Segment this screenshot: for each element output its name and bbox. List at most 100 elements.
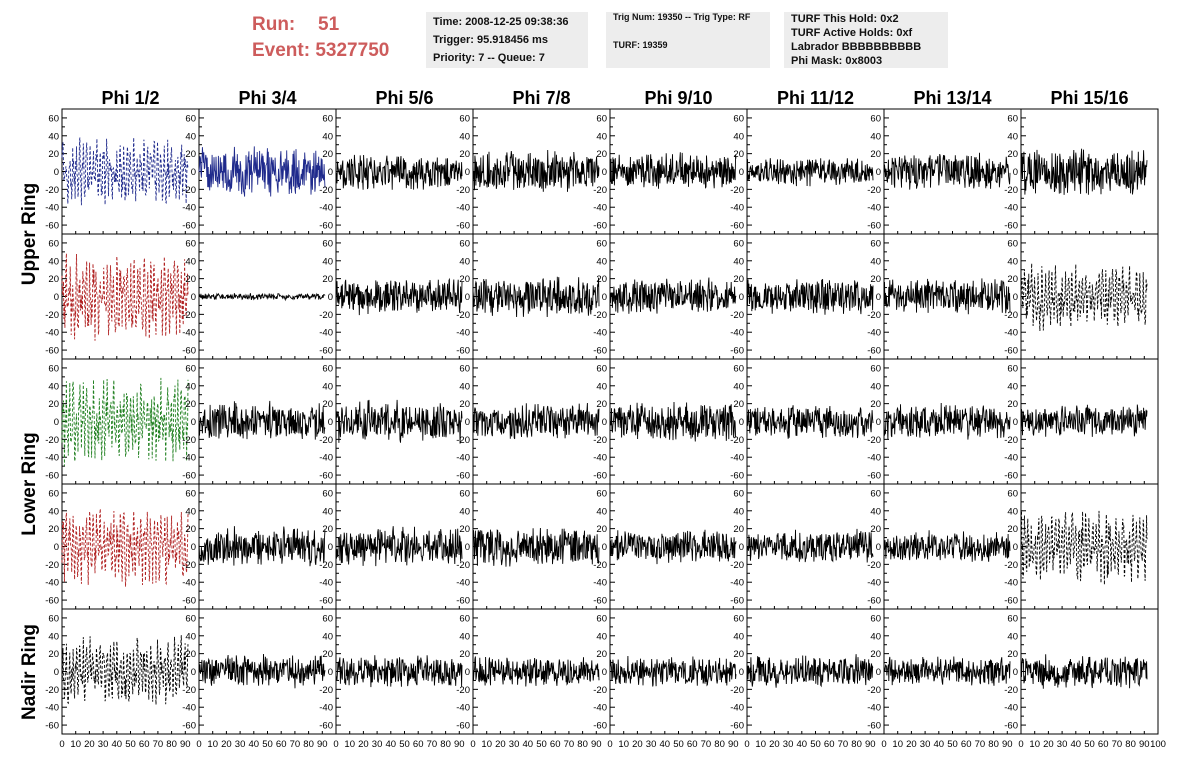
- x-tick-label: 90: [454, 739, 465, 750]
- y-tick-label: -60: [182, 346, 196, 357]
- x-tick-label: 60: [687, 739, 698, 750]
- x-tick-label: 40: [112, 739, 123, 750]
- x-tick-label: 10: [70, 739, 81, 750]
- y-tick-label: 20: [185, 649, 196, 660]
- y-tick-label: 60: [733, 488, 744, 499]
- y-tick-label: 0: [191, 292, 196, 303]
- y-tick-label: -20: [45, 310, 59, 321]
- y-tick-label: 20: [1007, 149, 1018, 160]
- y-tick-label: 0: [602, 542, 607, 553]
- y-tick-label: -40: [182, 703, 196, 714]
- panel-r0-c6: -60 -40 -20 0 20 40 60: [867, 108, 1022, 235]
- y-tick-label: 40: [48, 131, 59, 142]
- panel-r3-c3: -60 -40 -20 0 20 40 60: [456, 483, 611, 610]
- y-tick-label: 40: [322, 381, 333, 392]
- waveform-trace: [883, 530, 1011, 562]
- panel-r2-c3: -60 -40 -20 0 20 40 60: [456, 358, 611, 485]
- y-tick-label: -40: [593, 203, 607, 214]
- y-tick-label: 60: [459, 613, 470, 624]
- x-tick-label: 0: [744, 739, 749, 750]
- y-tick-label: -20: [1004, 435, 1018, 446]
- y-tick-label: 60: [48, 488, 59, 499]
- x-tick-label: 80: [714, 739, 725, 750]
- y-tick-label: -20: [45, 560, 59, 571]
- y-tick-label: -20: [45, 185, 59, 196]
- y-tick-label: 60: [322, 113, 333, 124]
- y-tick-label: -40: [730, 328, 744, 339]
- x-tick-label: 90: [865, 739, 876, 750]
- y-tick-label: 60: [870, 113, 881, 124]
- x-tick-label: 60: [824, 739, 835, 750]
- y-tick-label: 60: [1007, 613, 1018, 624]
- y-tick-label: -20: [593, 310, 607, 321]
- panel-r3-c0: -60 -40 -20 0 20 40 60: [45, 483, 200, 610]
- y-tick-label: 20: [185, 399, 196, 410]
- y-tick-label: 0: [876, 667, 881, 678]
- y-tick-label: 20: [596, 649, 607, 660]
- panel-r1-c4: -60 -40 -20 0 20 40 60: [593, 233, 748, 360]
- panel-r4-c2: -60 -40 -20 0 20 40 60: [319, 608, 474, 735]
- y-tick-label: -40: [1004, 203, 1018, 214]
- y-tick-label: 0: [191, 542, 196, 553]
- waveform-trace: [472, 402, 600, 440]
- y-tick-label: 20: [48, 149, 59, 160]
- y-tick-label: 40: [459, 256, 470, 267]
- y-tick-label: 20: [1007, 649, 1018, 660]
- y-tick-label: 60: [185, 238, 196, 249]
- y-tick-label: -40: [319, 453, 333, 464]
- x-tick-label: 80: [166, 739, 177, 750]
- y-tick-label: -40: [45, 703, 59, 714]
- y-tick-label: -40: [867, 328, 881, 339]
- priority-queue-text: Priority: 7 -- Queue: 7: [433, 52, 545, 64]
- y-tick-label: 60: [733, 113, 744, 124]
- y-tick-label: 20: [596, 149, 607, 160]
- x-tick-label: 80: [303, 739, 314, 750]
- y-tick-label: 0: [876, 542, 881, 553]
- y-tick-label: 40: [1007, 506, 1018, 517]
- y-tick-label: 0: [739, 292, 744, 303]
- y-tick-label: 20: [185, 274, 196, 285]
- y-tick-label: 40: [596, 256, 607, 267]
- y-tick-label: 20: [870, 524, 881, 535]
- x-tick-label: 0: [1018, 739, 1023, 750]
- y-tick-label: -20: [182, 560, 196, 571]
- x-tick-label: 30: [509, 739, 520, 750]
- y-tick-label: -20: [593, 685, 607, 696]
- y-tick-label: 20: [459, 399, 470, 410]
- y-tick-label: 40: [733, 256, 744, 267]
- phi-label-7: Phi 13/14: [913, 88, 992, 108]
- x-tick-label: 30: [235, 739, 246, 750]
- panel-r0-c3: -60 -40 -20 0 20 40 60: [456, 108, 611, 235]
- panel-r2-c2: -60 -40 -20 0 20 40 60: [319, 358, 474, 485]
- y-tick-label: 0: [54, 292, 59, 303]
- y-tick-label: -20: [593, 185, 607, 196]
- y-tick-label: -60: [593, 346, 607, 357]
- y-tick-label: -60: [1004, 721, 1018, 732]
- y-tick-label: 40: [870, 381, 881, 392]
- y-tick-label: -20: [1004, 185, 1018, 196]
- y-tick-label: 0: [602, 167, 607, 178]
- x-tick-label: 60: [1098, 739, 1109, 750]
- panel-r4-c0: -60 -40 -20 0 20 40 60: [45, 608, 200, 735]
- y-tick-label: -40: [867, 203, 881, 214]
- x-tick-label: 20: [84, 739, 95, 750]
- trig-num-info-box: Trig Num: 19350 -- Trig Type: RF TURF: 1…: [606, 12, 770, 68]
- y-tick-label: 0: [191, 417, 196, 428]
- panel-r4-c3: -60 -40 -20 0 20 40 60: [456, 608, 611, 735]
- y-tick-label: 60: [459, 363, 470, 374]
- x-tick-label: 40: [660, 739, 671, 750]
- y-tick-label: 20: [322, 149, 333, 160]
- y-tick-label: 0: [876, 417, 881, 428]
- phi-label-6: Phi 11/12: [776, 88, 855, 108]
- y-tick-label: -40: [1004, 453, 1018, 464]
- y-tick-label: 40: [322, 631, 333, 642]
- x-tick-label: 40: [523, 739, 534, 750]
- y-tick-label: -60: [319, 471, 333, 482]
- panel-r3-c5: -60 -40 -20 0 20 40 60: [730, 483, 885, 610]
- y-tick-label: 20: [459, 274, 470, 285]
- x-tick-label: 30: [920, 739, 931, 750]
- waveform-trace: [1020, 654, 1148, 689]
- x-tick-label: 30: [1057, 739, 1068, 750]
- y-tick-label: -20: [1004, 560, 1018, 571]
- y-tick-label: -40: [1004, 578, 1018, 589]
